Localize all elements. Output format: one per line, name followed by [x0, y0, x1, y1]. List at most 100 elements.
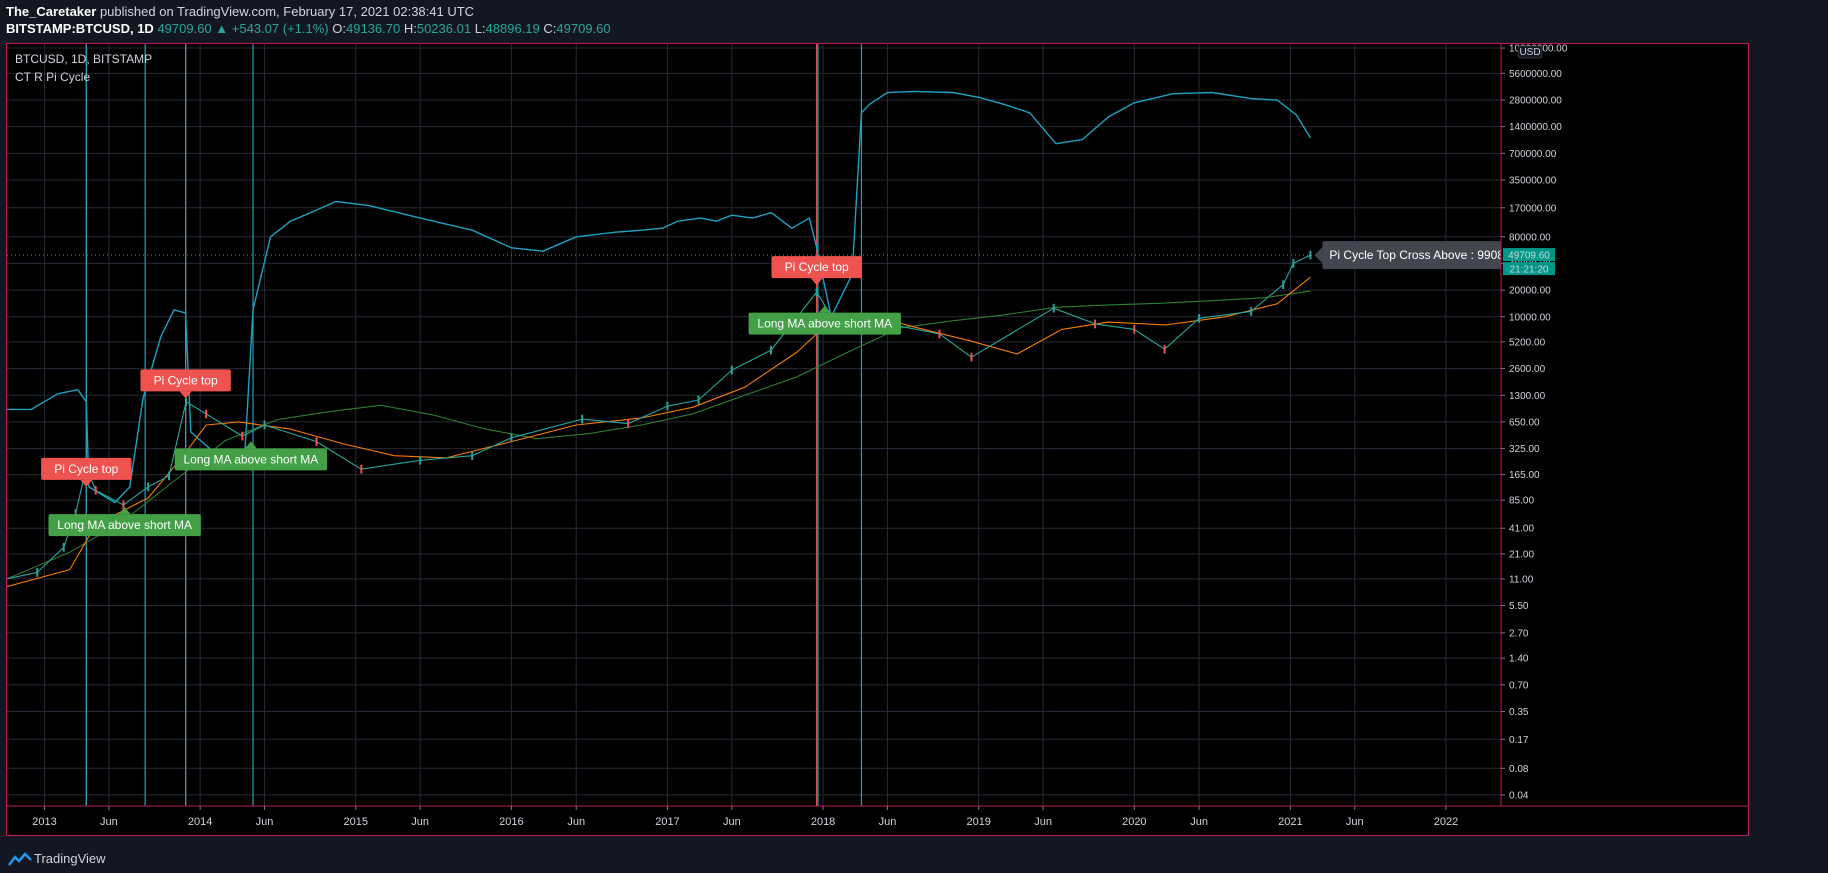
price-change: ▲ +543.07 (+1.1%): [215, 21, 329, 36]
pi-cycle-line: [7, 90, 1311, 504]
label-pointer: [179, 391, 192, 399]
time-axis: [7, 806, 1748, 835]
y-tick-label: 80000.00: [1509, 232, 1551, 243]
y-tick-label: 5200.00: [1509, 337, 1546, 348]
high-value: 50236.01: [416, 21, 472, 36]
y-tick-label: 170000.00: [1509, 203, 1557, 214]
y-tick-label: 0.70: [1509, 680, 1529, 691]
pi-cycle-top-label: [771, 256, 862, 279]
pi-cycle-top-text: Pi Cycle top: [54, 462, 118, 476]
close-value: 49709.60: [556, 21, 611, 36]
x-tick-label: Jun: [100, 816, 118, 828]
y-tick-label: 10000.00: [1509, 312, 1551, 323]
pi-cycle-top-text: Pi Cycle top: [785, 260, 849, 274]
y-tick-label: 5.50: [1509, 601, 1529, 612]
y-tick-label: 20000.00: [1509, 286, 1551, 297]
author-name[interactable]: The_Caretaker: [6, 4, 97, 19]
countdown-tag-text: 21:21:20: [1510, 265, 1549, 276]
label-pointer: [80, 479, 93, 487]
y-tick-label: 85.00: [1509, 496, 1534, 507]
x-tick-label: 2016: [499, 816, 523, 828]
pi-cycle-top-label: [140, 369, 231, 392]
y-tick-label: 1.40: [1509, 654, 1529, 665]
y-tick-label: 1400000.00: [1509, 122, 1562, 133]
long-ma-above-short-label: [174, 448, 328, 471]
last-price-tag: [1503, 248, 1555, 262]
last-price: 49709.60: [157, 21, 212, 36]
tooltip-pointer: [1314, 247, 1323, 264]
x-tick-label: Jun: [1346, 816, 1364, 828]
long-ma-above-short-label: [748, 312, 901, 335]
x-tick-label: 2015: [344, 816, 368, 828]
low-value: 48896.19: [485, 21, 540, 36]
chart-frame[interactable]: Pi Cycle top Long MA above short MA Pi Cyc…: [6, 43, 1749, 836]
y-tick-label: 700000.00: [1509, 149, 1557, 160]
x-tick-label: 2018: [811, 816, 835, 828]
y-tick-label: 2800000.00: [1509, 95, 1562, 106]
y-tick-label: 1300.00: [1509, 391, 1546, 402]
x-tick-label: Jun: [1034, 816, 1052, 828]
x-tick-label: 2020: [1122, 816, 1146, 828]
long-ma-above-short-label: [48, 514, 201, 537]
price-axis: [1501, 44, 1748, 835]
last-price-tag-text: 49709.60: [1508, 251, 1550, 262]
top-bar: The_Caretaker published on TradingView.c…: [0, 0, 1828, 42]
y-tick-label: 2600.00: [1509, 364, 1546, 375]
indicator-tooltip-text: Pi Cycle Top Cross Above : 990803: [1329, 248, 1517, 262]
ohlc-line: BITSTAMP:BTCUSD, 1D 49709.60 ▲ +543.07 (…: [6, 21, 611, 36]
label-pointer: [810, 278, 823, 286]
x-tick-label: Jun: [879, 816, 897, 828]
pi-cycle-top-text: Pi Cycle top: [154, 373, 218, 387]
y-tick-label: 11.00: [1509, 574, 1534, 585]
footer: TradingView: [0, 846, 1828, 873]
long-ma-above-short-text: Long MA above short MA: [757, 317, 892, 331]
tradingview-logo-icon[interactable]: [8, 851, 32, 867]
short-ma-line: [7, 276, 1311, 588]
low-label: L:: [474, 21, 486, 36]
label-pointer: [244, 441, 257, 449]
y-tick-label: 0.35: [1509, 707, 1529, 718]
y-tick-label: 2.70: [1509, 628, 1529, 639]
label-pointer: [118, 507, 131, 515]
y-tick-label: 650.00: [1509, 417, 1540, 428]
chart-canvas[interactable]: Pi Cycle top Long MA above short MA Pi Cyc…: [7, 44, 1748, 835]
symbol-name: BITSTAMP:BTCUSD, 1D: [6, 21, 154, 36]
y-tick-label: 325.00: [1509, 444, 1540, 455]
y-tick-label: 0.08: [1509, 764, 1529, 775]
indicator-legend[interactable]: CT R Pi Cycle: [15, 70, 91, 84]
x-tick-label: 2019: [966, 816, 990, 828]
x-tick-label: 2013: [32, 816, 56, 828]
published-info: published on TradingView.com, February 1…: [99, 4, 475, 19]
publish-line: The_Caretaker published on TradingView.c…: [6, 4, 474, 19]
countdown-tag: [1503, 262, 1555, 276]
label-pointer: [818, 305, 831, 313]
open-label: O:: [332, 21, 346, 36]
footer-brand[interactable]: TradingView: [34, 851, 106, 866]
high-label: H:: [403, 21, 417, 36]
symbol-legend[interactable]: BTCUSD, 1D, BITSTAMP: [15, 52, 153, 66]
long-ma-above-short-text: Long MA above short MA: [57, 518, 192, 532]
y-tick-label: 0.04: [1509, 790, 1529, 801]
currency-badge: [1517, 45, 1543, 59]
long-ma-line: [7, 290, 1311, 580]
y-tick-label: 5600000.00: [1509, 69, 1562, 80]
x-tick-label: Jun: [411, 816, 429, 828]
long-ma-above-short-text: Long MA above short MA: [184, 452, 319, 466]
x-tick-label: Jun: [1190, 816, 1208, 828]
y-tick-label: 350000.00: [1509, 175, 1557, 186]
y-tick-label: 165.00: [1509, 470, 1540, 481]
pi-cycle-top-label: [41, 457, 132, 480]
x-tick-label: Jun: [256, 816, 274, 828]
x-tick-label: 2017: [655, 816, 679, 828]
y-tick-label: 41.00: [1509, 524, 1534, 535]
x-tick-label: Jun: [567, 816, 585, 828]
close-label: C:: [543, 21, 557, 36]
x-tick-label: 2021: [1278, 816, 1302, 828]
price-line: [7, 254, 1311, 580]
x-tick-label: 2022: [1434, 816, 1458, 828]
y-tick-label: 21.00: [1509, 549, 1534, 560]
open-value: 49136.70: [345, 21, 401, 36]
currency-label: USD: [1519, 47, 1540, 58]
y-tick-label: 0.17: [1509, 735, 1529, 746]
x-tick-label: Jun: [723, 816, 741, 828]
